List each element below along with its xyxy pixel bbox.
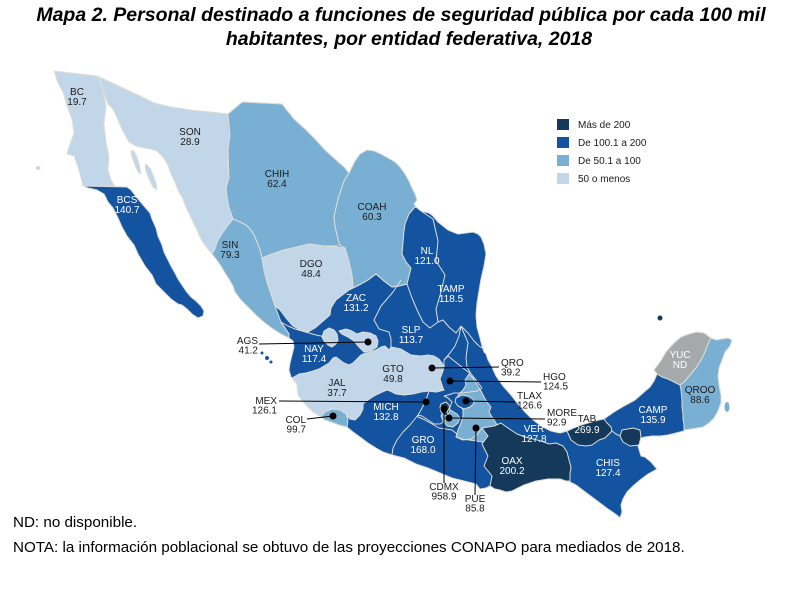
svg-text:De 100.1 a 200: De 100.1 a 200 xyxy=(578,138,647,149)
svg-text:50 o menos: 50 o menos xyxy=(578,174,630,185)
svg-text:Más de 200: Más de 200 xyxy=(578,120,631,131)
svg-text:De 50.1 a 100: De 50.1 a 100 xyxy=(578,156,641,167)
svg-text:269.9: 269.9 xyxy=(574,425,599,436)
svg-text:TAB: TAB xyxy=(578,414,597,425)
